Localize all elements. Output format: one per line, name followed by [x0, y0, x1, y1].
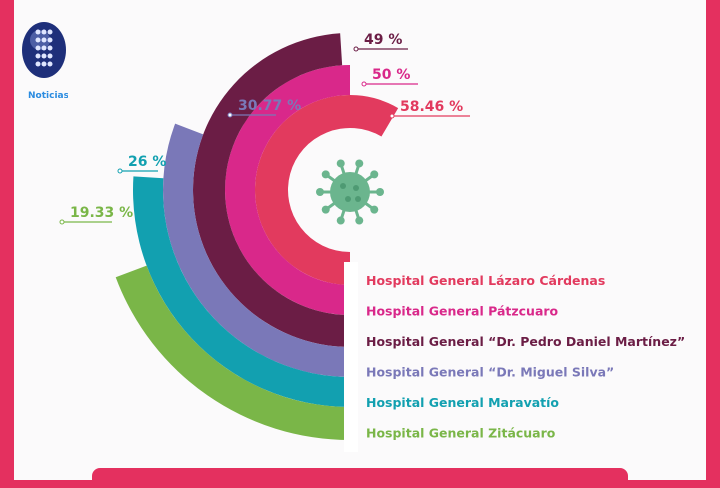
legend-label: Hospital General Pátzcuaro: [366, 304, 559, 319]
legend-label: Hospital General Lázaro Cárdenas: [366, 273, 605, 288]
virus-icon: [316, 159, 384, 225]
legend-divider: [344, 262, 358, 452]
infographic-card: [14, 0, 706, 480]
news-logo: Noticias: [22, 22, 68, 101]
label-dot: [361, 81, 367, 87]
arc-bar: [225, 65, 350, 315]
value-label: 26 %: [128, 154, 166, 170]
label-dot: [227, 112, 233, 118]
legend-label: Hospital General “Dr. Miguel Silva”: [366, 365, 614, 380]
legend-label: Hospital General “Dr. Pedro Daniel Martí…: [366, 334, 685, 349]
value-label: 58.46 %: [400, 99, 463, 115]
label-dot: [389, 113, 395, 119]
value-label: 49 %: [364, 32, 402, 48]
arc-bar: [132, 176, 350, 407]
arc-bar: [115, 265, 351, 440]
value-label: 19.33 %: [70, 205, 133, 221]
label-dot: [353, 46, 359, 52]
logo-text: Noticias: [28, 91, 68, 101]
arc-bar: [162, 123, 350, 377]
legend-label: Hospital General Zitácuaro: [366, 426, 556, 441]
legend-label: Hospital General Maravatío: [366, 395, 559, 410]
label-dot: [117, 168, 123, 174]
bottom-banner: [92, 468, 628, 488]
value-label: 50 %: [372, 67, 410, 83]
arc-bar: [193, 33, 350, 347]
arc-bar: [255, 95, 399, 285]
label-dot: [59, 219, 65, 225]
value-label: 30.77 %: [238, 98, 301, 114]
